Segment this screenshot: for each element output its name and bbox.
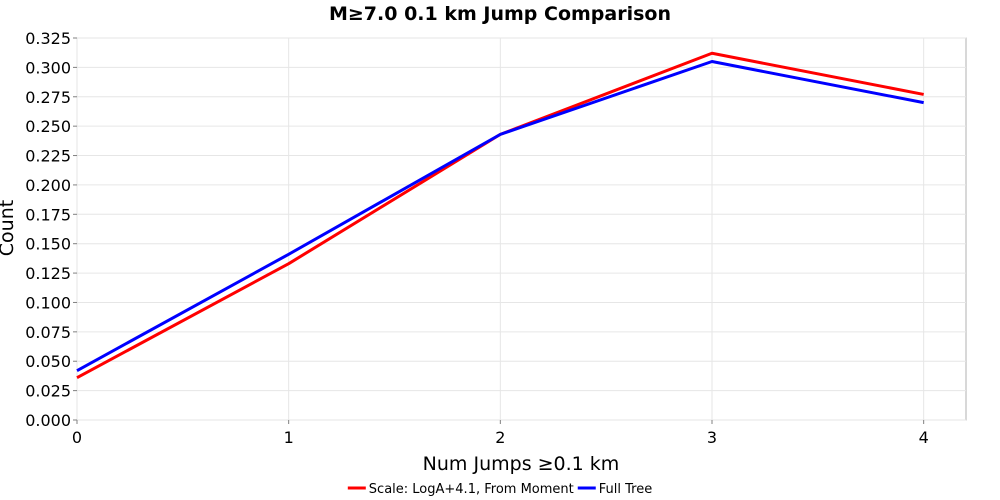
legend-label: Full Tree <box>599 482 652 497</box>
grid-lines <box>76 37 966 421</box>
y-tick-label: 0.000 <box>25 411 71 430</box>
x-tick-label: 2 <box>495 428 505 447</box>
y-tick-label: 0.125 <box>25 264 71 283</box>
legend-label: Scale: LogA+4.1, From Moment <box>369 482 574 497</box>
y-tick-label: 0.175 <box>25 205 71 224</box>
y-tick-label: 0.225 <box>25 147 71 166</box>
y-tick-label: 0.025 <box>25 382 71 401</box>
y-tick-label: 0.275 <box>25 88 71 107</box>
x-tick-label: 3 <box>707 428 717 447</box>
legend-item-1: Full Tree <box>577 482 652 497</box>
legend-item-0: Scale: LogA+4.1, From Moment <box>347 482 574 497</box>
x-axis-label: Num Jumps ≥0.1 km <box>423 453 620 475</box>
series-line-1 <box>76 60 924 372</box>
y-tick-label: 0.250 <box>25 117 71 136</box>
axis-ticks <box>73 37 925 424</box>
y-tick-label: 0.050 <box>25 352 71 371</box>
y-tick-label: 0.300 <box>25 58 71 77</box>
y-tick-label: 0.100 <box>25 293 71 312</box>
y-tick-label: 0.075 <box>25 323 71 342</box>
chart-title: M≥7.0 0.1 km Jump Comparison <box>329 3 671 25</box>
x-tick-label: 1 <box>284 428 294 447</box>
plot-area <box>76 37 967 421</box>
y-tick-label: 0.150 <box>25 235 71 254</box>
y-tick-labels: 0.000 0.025 0.050 0.075 0.100 0.125 0.150 0.175… <box>25 29 71 430</box>
x-tick-label: 4 <box>919 428 929 447</box>
x-tick-labels: 0 1 2 3 4 <box>72 428 929 447</box>
x-tick-label: 0 <box>72 428 82 447</box>
y-tick-label: 0.200 <box>25 176 71 195</box>
legend: Scale: LogA+4.1, From Moment Full Tree <box>347 482 652 497</box>
y-tick-label: 0.325 <box>25 29 71 48</box>
series-lines <box>76 51 924 380</box>
y-axis-label: Count <box>0 200 18 256</box>
